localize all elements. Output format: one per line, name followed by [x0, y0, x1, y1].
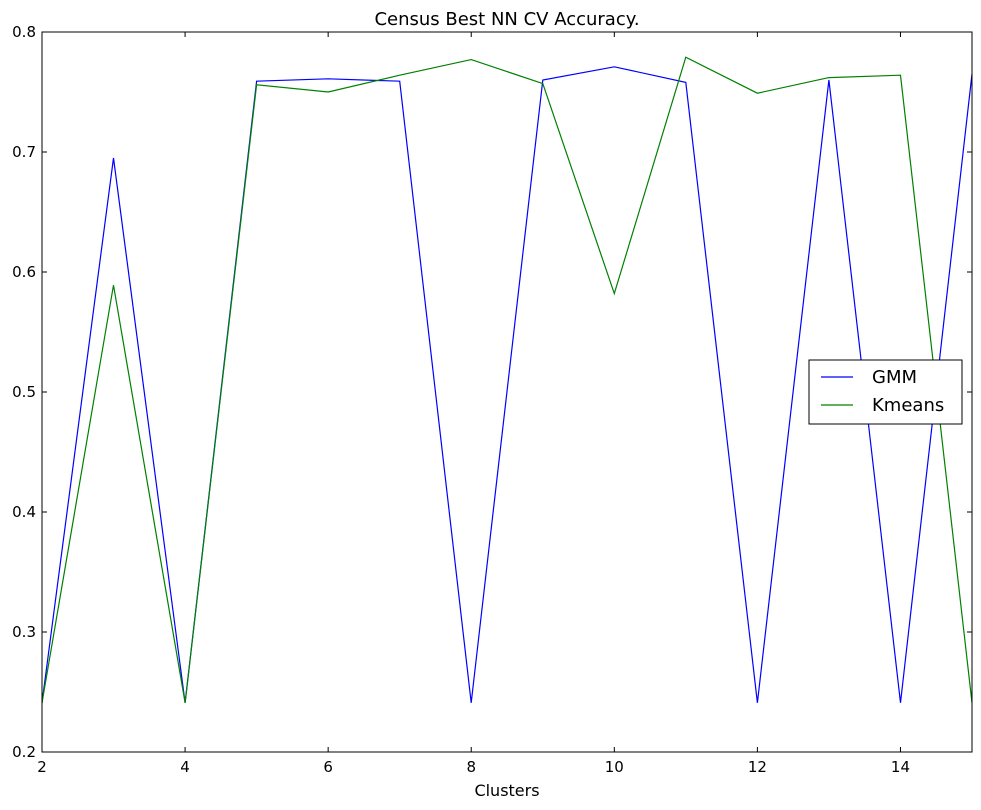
y-tick-label: 0.8	[12, 23, 36, 41]
x-tick-label: 6	[323, 758, 333, 776]
x-tick-label: 8	[466, 758, 476, 776]
chart-title: Census Best NN CV Accuracy.	[374, 9, 639, 30]
y-tick-label: 0.5	[12, 383, 36, 401]
legend-label-kmeans: Kmeans	[872, 395, 944, 416]
x-tick-label: 14	[891, 758, 910, 776]
legend-frame	[808, 359, 963, 425]
y-tick-label: 0.2	[12, 743, 36, 761]
x-tick-label: 2	[37, 758, 47, 776]
x-tick-label: 12	[748, 758, 767, 776]
y-tick-label: 0.3	[12, 623, 36, 641]
series-layer	[41, 56, 973, 703]
x-tick-label: 10	[605, 758, 624, 776]
legend: GMM Kmeans	[808, 359, 963, 425]
y-tick-label: 0.4	[12, 503, 36, 521]
tick-layer: 2 4 6 8 10 12 14 0.2 0.3 0.4 0.5 0.6 0.7 0.8	[12, 23, 972, 776]
y-tick-label: 0.6	[12, 263, 36, 281]
y-tick-label: 0.7	[12, 143, 36, 161]
x-tick-label: 4	[180, 758, 190, 776]
legend-label-gmm: GMM	[872, 367, 917, 388]
x-axis-label: Clusters	[474, 781, 539, 800]
series-line-kmeans	[41, 56, 973, 703]
